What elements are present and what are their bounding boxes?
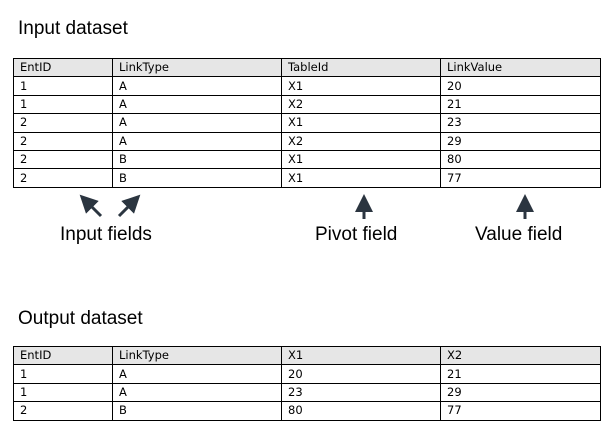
column-header: LinkType xyxy=(112,57,282,78)
table-row: 1 A 23 29 xyxy=(13,382,601,403)
column-header: EntID xyxy=(13,345,113,366)
input-fields-label: Input fields xyxy=(60,224,152,245)
table-row: 1 A 20 21 xyxy=(13,364,601,384)
table-cell: 29 xyxy=(440,131,601,151)
column-header: TableId xyxy=(281,57,441,78)
table-cell: 1 xyxy=(13,382,113,403)
column-header: X2 xyxy=(440,345,601,366)
table-cell: 77 xyxy=(440,401,601,421)
table-cell: 1 xyxy=(13,364,113,384)
table-cell: 21 xyxy=(440,94,601,115)
value-field-label: Value field xyxy=(475,224,563,245)
table-cell: 29 xyxy=(440,382,601,403)
table-cell: 80 xyxy=(281,401,441,421)
arrow-up-right-icon xyxy=(117,194,141,218)
table-cell: 2 xyxy=(13,401,113,421)
table-row: 2 B X1 77 xyxy=(13,168,601,188)
output-dataset-title: Output dataset xyxy=(18,308,143,329)
table-row: 2 A X1 23 xyxy=(13,113,601,133)
table-header-row: EntID LinkType X1 X2 xyxy=(13,345,601,366)
output-table: EntID LinkType X1 X2 1 A 20 21 1 A 23 29 2 B 80 77 xyxy=(13,345,601,421)
table-cell: 21 xyxy=(440,364,601,384)
table-cell: 77 xyxy=(440,168,601,188)
table-header-row: EntID LinkType TableId LinkValue xyxy=(13,57,601,78)
table-row: 2 B 80 77 xyxy=(13,401,601,421)
input-table: EntID LinkType TableId LinkValue 1 A X1 20 1 A X2… xyxy=(13,57,601,188)
table-cell: A xyxy=(112,364,282,384)
table-row: 1 A X1 20 xyxy=(13,76,601,96)
arrow-up-left-icon xyxy=(79,194,103,218)
input-dataset-title: Input dataset xyxy=(18,18,128,39)
table-cell: B xyxy=(112,401,282,421)
table-row: 2 A X2 29 xyxy=(13,131,601,151)
column-header: LinkValue xyxy=(440,57,601,78)
column-header: EntID xyxy=(13,57,113,78)
table-cell: 23 xyxy=(281,382,441,403)
pivot-field-label: Pivot field xyxy=(315,224,398,245)
table-cell: A xyxy=(112,382,282,403)
column-header: LinkType xyxy=(112,345,282,366)
table-cell: X1 xyxy=(281,168,441,188)
table-cell: 20 xyxy=(281,364,441,384)
column-header: X1 xyxy=(281,345,441,366)
